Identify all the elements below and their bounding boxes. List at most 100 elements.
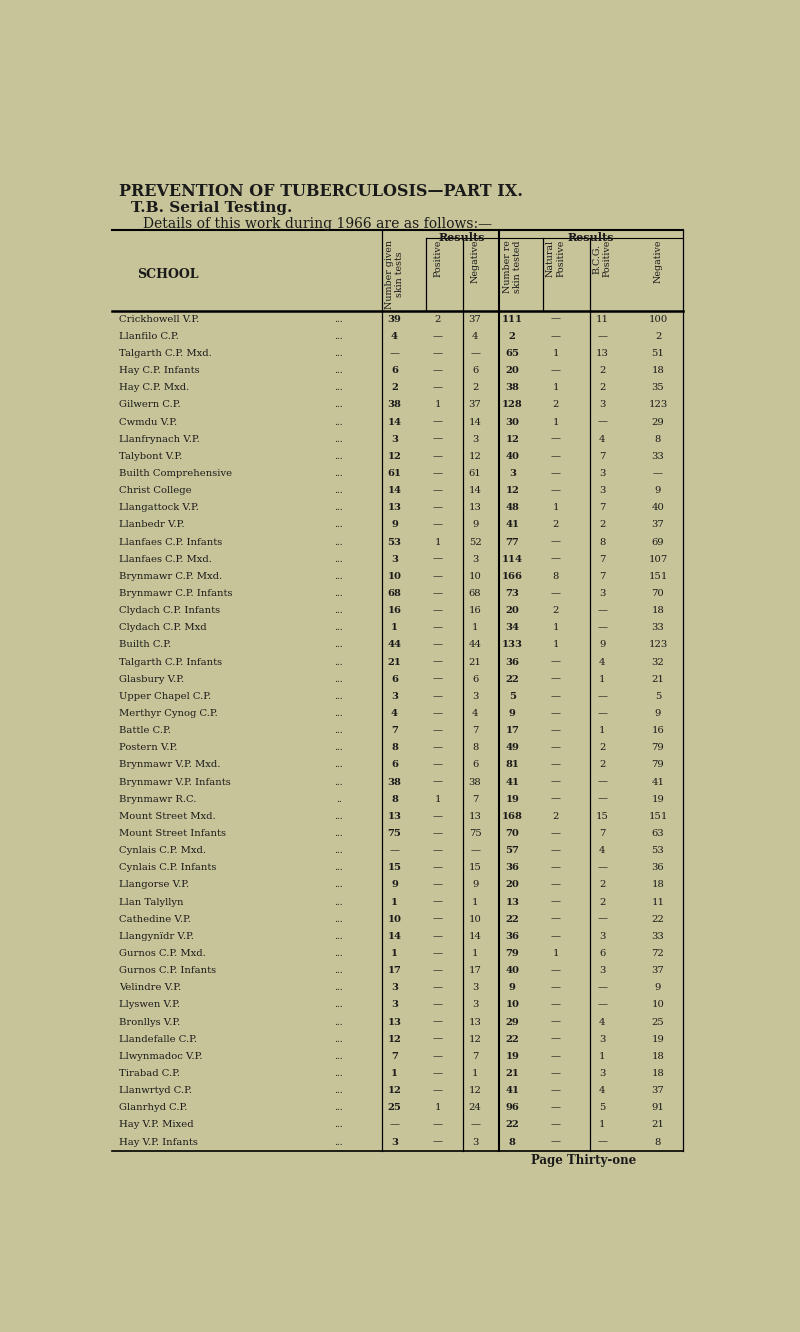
Text: 3: 3 [391,554,398,563]
Text: 2: 2 [599,366,606,376]
Text: 3: 3 [472,434,478,444]
Text: ...: ... [334,948,343,958]
Text: 6: 6 [391,366,398,376]
Text: 7: 7 [599,829,606,838]
Text: Page Thirty-one: Page Thirty-one [531,1154,636,1167]
Text: Builth C.P.: Builth C.P. [118,641,170,650]
Text: 68: 68 [387,589,402,598]
Text: 72: 72 [652,948,664,958]
Text: 2: 2 [509,332,516,341]
Text: 8: 8 [599,538,606,546]
Text: 2: 2 [655,332,661,341]
Text: —: — [550,1000,561,1010]
Text: —: — [433,606,443,615]
Text: 3: 3 [599,1070,606,1078]
Text: —: — [550,314,561,324]
Text: Merthyr Cynog C.P.: Merthyr Cynog C.P. [118,709,218,718]
Text: —: — [597,691,607,701]
Text: Brynmawr C.P. Infants: Brynmawr C.P. Infants [118,589,232,598]
Text: —: — [433,1070,443,1078]
Text: 1: 1 [599,675,606,683]
Text: —: — [550,1052,561,1060]
Text: —: — [433,384,443,392]
Text: Hay C.P. Infants: Hay C.P. Infants [118,366,199,376]
Text: 10: 10 [387,915,402,923]
Text: —: — [550,795,561,803]
Text: 13: 13 [506,898,519,907]
Text: —: — [550,726,561,735]
Text: 21: 21 [651,675,665,683]
Text: —: — [550,332,561,341]
Text: 2: 2 [472,384,478,392]
Text: 7: 7 [599,554,606,563]
Text: 1: 1 [599,1052,606,1060]
Text: Talgarth C.P. Infants: Talgarth C.P. Infants [118,658,222,666]
Text: 49: 49 [506,743,519,753]
Text: 4: 4 [472,332,478,341]
Text: T.B. Serial Testing.: T.B. Serial Testing. [131,201,292,214]
Text: 12: 12 [469,452,482,461]
Text: Builth Comprehensive: Builth Comprehensive [118,469,232,478]
Text: —: — [433,915,443,923]
Text: —: — [433,1086,443,1095]
Text: —: — [433,521,443,529]
Text: 13: 13 [469,1018,482,1027]
Text: Christ College: Christ College [118,486,191,496]
Text: 33: 33 [652,932,664,940]
Text: —: — [550,932,561,940]
Text: 38: 38 [387,778,402,786]
Text: —: — [433,641,443,650]
Text: 9: 9 [655,709,661,718]
Text: —: — [597,606,607,615]
Text: 1: 1 [434,795,441,803]
Text: —: — [550,1120,561,1130]
Text: ...: ... [334,349,343,358]
Text: ...: ... [334,743,343,753]
Text: 4: 4 [599,658,606,666]
Text: 40: 40 [506,966,519,975]
Text: —: — [433,880,443,890]
Text: 73: 73 [506,589,519,598]
Text: —: — [433,486,443,496]
Text: 8: 8 [391,743,398,753]
Text: Tirabad C.P.: Tirabad C.P. [118,1070,179,1078]
Text: ...: ... [334,1086,343,1095]
Text: 36: 36 [506,658,519,666]
Text: —: — [433,571,443,581]
Text: —: — [433,366,443,376]
Text: 41: 41 [506,778,519,786]
Text: 6: 6 [472,366,478,376]
Text: —: — [433,1120,443,1130]
Text: —: — [433,589,443,598]
Text: ...: ... [334,691,343,701]
Text: Talybont V.P.: Talybont V.P. [118,452,182,461]
Text: ...: ... [334,658,343,666]
Text: 9: 9 [509,983,516,992]
Text: 13: 13 [387,811,402,821]
Text: ...: ... [334,966,343,975]
Text: 20: 20 [506,880,519,890]
Text: 4: 4 [391,709,398,718]
Text: 2: 2 [434,314,441,324]
Text: Negative: Negative [654,240,662,284]
Text: 36: 36 [506,932,519,940]
Text: 2: 2 [599,880,606,890]
Text: 9: 9 [655,983,661,992]
Text: —: — [433,1035,443,1044]
Text: ...: ... [334,538,343,546]
Text: 14: 14 [469,932,482,940]
Text: 20: 20 [506,366,519,376]
Text: —: — [470,349,480,358]
Text: —: — [597,1000,607,1010]
Text: 70: 70 [506,829,519,838]
Text: —: — [433,846,443,855]
Text: —: — [390,846,399,855]
Text: —: — [433,675,443,683]
Text: Crickhowell V.P.: Crickhowell V.P. [118,314,199,324]
Text: 70: 70 [652,589,664,598]
Text: 3: 3 [599,966,606,975]
Text: 4: 4 [599,846,606,855]
Text: —: — [550,743,561,753]
Text: 111: 111 [502,314,523,324]
Text: Cynlais C.P. Mxd.: Cynlais C.P. Mxd. [118,846,206,855]
